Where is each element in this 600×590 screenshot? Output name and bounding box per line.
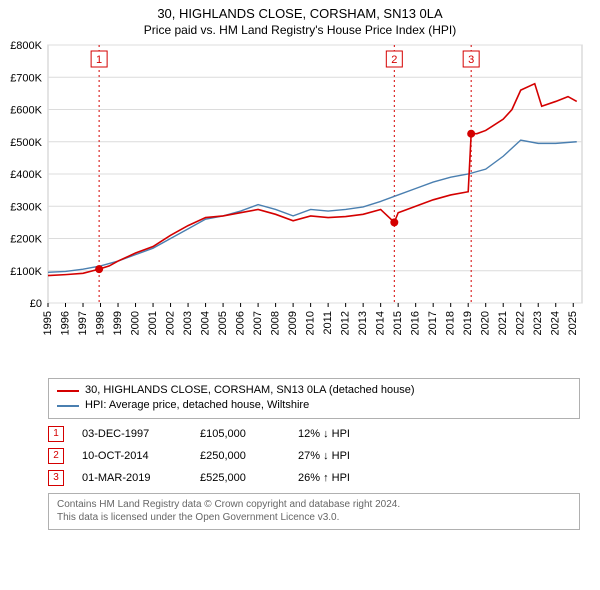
- svg-text:2025: 2025: [567, 311, 579, 335]
- legend-label: 30, HIGHLANDS CLOSE, CORSHAM, SN13 0LA (…: [85, 383, 415, 398]
- event-date: 01-MAR-2019: [82, 472, 182, 484]
- event-delta: 26% ↑ HPI: [298, 472, 398, 484]
- chart-svg: £0 £100K £200K £300K £400K £500K £600K £700K £80…: [0, 37, 600, 367]
- svg-text:2005: 2005: [217, 311, 229, 335]
- legend-swatch: [57, 390, 79, 392]
- svg-text:2002: 2002: [164, 311, 176, 335]
- svg-text:1999: 1999: [112, 311, 124, 335]
- event-price: £250,000: [200, 450, 280, 462]
- svg-text:2019: 2019: [462, 311, 474, 335]
- svg-text:2021: 2021: [497, 311, 509, 335]
- svg-text:2000: 2000: [129, 311, 141, 335]
- svg-text:2007: 2007: [252, 311, 264, 335]
- attribution-box: Contains HM Land Registry data © Crown c…: [48, 493, 580, 530]
- svg-text:2011: 2011: [322, 311, 334, 335]
- svg-text:2009: 2009: [287, 311, 299, 335]
- event-badge: 1: [48, 426, 64, 442]
- chart-container: 30, HIGHLANDS CLOSE, CORSHAM, SN13 0LA P…: [0, 0, 600, 530]
- svg-text:£300K: £300K: [10, 201, 42, 213]
- svg-text:2014: 2014: [375, 311, 387, 335]
- svg-text:2015: 2015: [392, 311, 404, 335]
- event-date: 10-OCT-2014: [82, 450, 182, 462]
- legend-row: 30, HIGHLANDS CLOSE, CORSHAM, SN13 0LA (…: [57, 383, 571, 398]
- event-badge: 3: [48, 470, 64, 486]
- svg-text:2010: 2010: [305, 311, 317, 335]
- svg-text:1996: 1996: [59, 311, 71, 335]
- svg-text:2004: 2004: [199, 311, 211, 335]
- svg-text:1: 1: [96, 54, 102, 66]
- event-row: 3 01-MAR-2019 £525,000 26% ↑ HPI: [48, 467, 580, 489]
- svg-text:£500K: £500K: [10, 137, 42, 149]
- svg-text:£700K: £700K: [10, 72, 42, 84]
- svg-text:1998: 1998: [94, 311, 106, 335]
- attribution-line: This data is licensed under the Open Gov…: [57, 511, 571, 525]
- svg-text:2008: 2008: [270, 311, 282, 335]
- event-delta: 27% ↓ HPI: [298, 450, 398, 462]
- svg-text:2003: 2003: [182, 311, 194, 335]
- event-row: 2 10-OCT-2014 £250,000 27% ↓ HPI: [48, 445, 580, 467]
- event-date: 03-DEC-1997: [82, 428, 182, 440]
- svg-text:£600K: £600K: [10, 105, 42, 117]
- svg-text:£100K: £100K: [10, 266, 42, 278]
- svg-text:3: 3: [468, 54, 474, 66]
- event-badge: 2: [48, 448, 64, 464]
- svg-text:2018: 2018: [445, 311, 457, 335]
- event-price: £105,000: [200, 428, 280, 440]
- svg-text:2: 2: [391, 54, 397, 66]
- svg-text:2024: 2024: [550, 311, 562, 335]
- svg-text:2001: 2001: [147, 311, 159, 335]
- title-block: 30, HIGHLANDS CLOSE, CORSHAM, SN13 0LA P…: [0, 0, 600, 37]
- svg-text:2017: 2017: [427, 311, 439, 335]
- svg-text:1995: 1995: [42, 311, 54, 335]
- chart-plot: £0 £100K £200K £300K £400K £500K £600K £700K £80…: [0, 37, 600, 372]
- event-table: 1 03-DEC-1997 £105,000 12% ↓ HPI 2 10-OCT-201…: [48, 423, 580, 489]
- event-delta: 12% ↓ HPI: [298, 428, 398, 440]
- svg-text:2022: 2022: [515, 311, 527, 335]
- legend-row: HPI: Average price, detached house, Wilt…: [57, 398, 571, 413]
- svg-text:2006: 2006: [234, 311, 246, 335]
- svg-text:2023: 2023: [532, 311, 544, 335]
- svg-text:2012: 2012: [340, 311, 352, 335]
- chart-subtitle: Price paid vs. HM Land Registry's House …: [0, 23, 600, 37]
- svg-text:1997: 1997: [77, 311, 89, 335]
- svg-text:£0: £0: [30, 298, 42, 310]
- legend-swatch: [57, 405, 79, 407]
- attribution-line: Contains HM Land Registry data © Crown c…: [57, 498, 571, 512]
- svg-text:2020: 2020: [480, 311, 492, 335]
- svg-text:£200K: £200K: [10, 234, 42, 246]
- svg-text:£400K: £400K: [10, 169, 42, 181]
- svg-text:£800K: £800K: [10, 40, 42, 52]
- legend-label: HPI: Average price, detached house, Wilt…: [85, 398, 309, 413]
- svg-text:2013: 2013: [357, 311, 369, 335]
- event-price: £525,000: [200, 472, 280, 484]
- svg-text:2016: 2016: [410, 311, 422, 335]
- legend: 30, HIGHLANDS CLOSE, CORSHAM, SN13 0LA (…: [48, 378, 580, 419]
- chart-title: 30, HIGHLANDS CLOSE, CORSHAM, SN13 0LA: [0, 6, 600, 21]
- event-row: 1 03-DEC-1997 £105,000 12% ↓ HPI: [48, 423, 580, 445]
